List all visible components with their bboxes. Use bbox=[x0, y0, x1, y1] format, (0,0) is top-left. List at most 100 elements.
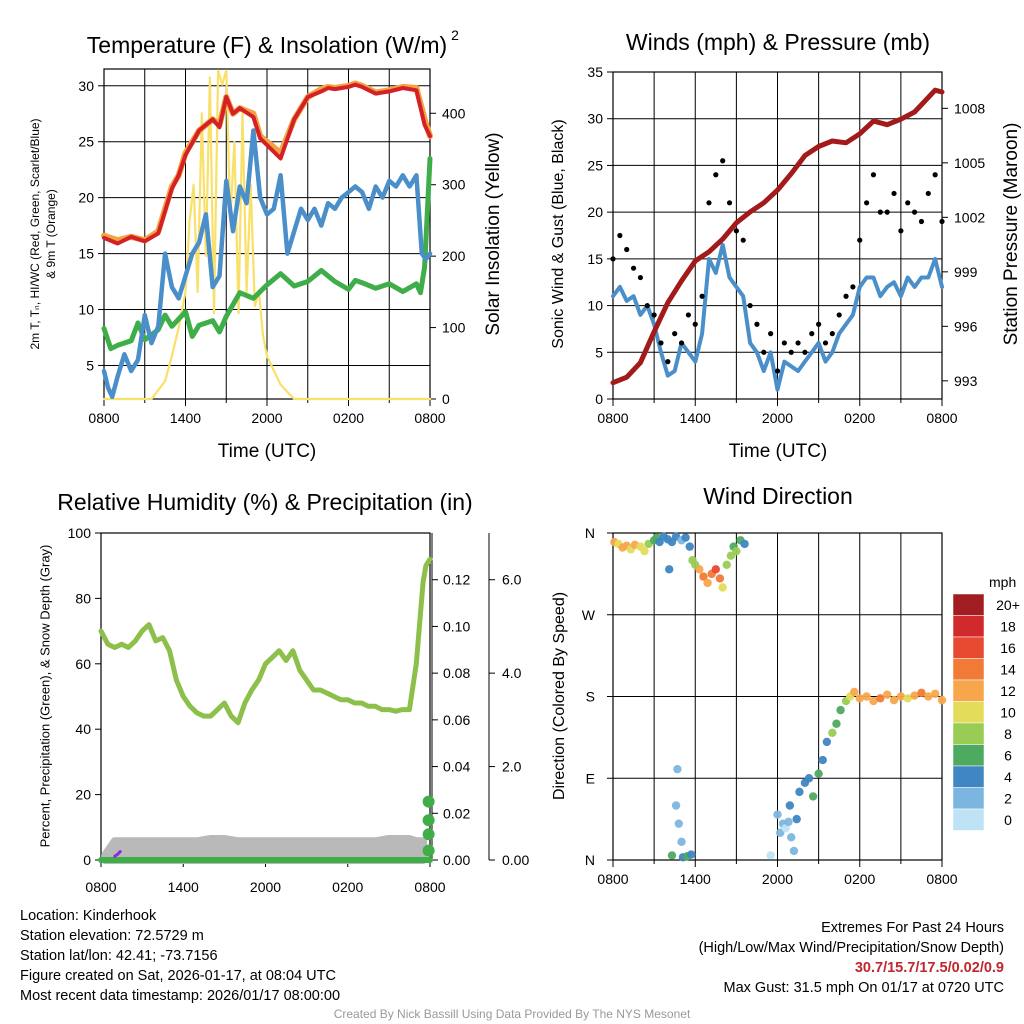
wind-chart-gust-point bbox=[925, 190, 931, 197]
temp-chart-title: Temperature (F) & Insolation (W/m) bbox=[87, 32, 447, 58]
direction-chart-legend-label: 18 bbox=[1000, 619, 1016, 635]
wind-chart-x-tick-label: 2000 bbox=[762, 410, 793, 426]
humidity-chart-y-tick-label: 100 bbox=[68, 525, 92, 541]
wind-chart-y-tick-label: 10 bbox=[587, 298, 603, 314]
temp-chart-y-tick-label: 5 bbox=[86, 357, 94, 373]
wind-chart-gust-point bbox=[774, 368, 781, 374]
direction-chart-y-tick-label: N bbox=[585, 852, 595, 868]
humidity-chart-series-snow-depth bbox=[101, 835, 428, 864]
direction-chart-direction-point bbox=[903, 694, 912, 703]
temp-chart-x-axis-label: Time (UTC) bbox=[218, 441, 317, 462]
wind-chart-gust-point bbox=[658, 340, 664, 346]
direction-chart-direction-point bbox=[671, 801, 681, 810]
extremes-title: Extremes For Past 24 Hours bbox=[821, 920, 1004, 936]
wind-chart-right-y-tick-label: 996 bbox=[954, 318, 978, 334]
temp-chart-series-wind-chill bbox=[101, 128, 433, 400]
direction-chart-legend-label: 0 bbox=[1004, 812, 1012, 828]
wind-chart-gust-point bbox=[678, 340, 685, 346]
temp-chart-x-tick-label: 2000 bbox=[251, 410, 282, 426]
direction-chart-legend-label: 10 bbox=[1000, 705, 1016, 721]
direction-chart-direction-point bbox=[808, 792, 818, 801]
temp-chart-series-solar-insolation bbox=[102, 69, 432, 401]
direction-chart-direction-point bbox=[715, 574, 725, 583]
wind-chart-gust-point bbox=[939, 218, 945, 225]
direction-chart-direction-point bbox=[789, 846, 799, 856]
credit-line: Created By Nick Bassill Using Data Provi… bbox=[333, 1007, 691, 1021]
temp-chart-y-tick-label: 20 bbox=[78, 190, 94, 206]
humidity-chart-x-tick-label: 0800 bbox=[85, 879, 116, 895]
figure-created: Figure created on Sat, 2026-01-17, at 08… bbox=[20, 968, 336, 984]
direction-chart-direction-point bbox=[732, 546, 741, 556]
direction-chart-direction-point bbox=[869, 696, 878, 706]
wind-chart-gust-point bbox=[905, 200, 911, 206]
direction-chart-direction-point bbox=[681, 533, 690, 542]
wind-chart-gust-point bbox=[870, 172, 877, 178]
direction-chart-direction-point bbox=[640, 546, 649, 556]
wind-chart-gust-point bbox=[740, 237, 746, 243]
station-info: Location: Kinderhook Station elevation: … bbox=[20, 906, 340, 1006]
direction-chart-legend-swatch bbox=[952, 787, 985, 810]
direction-chart-direction-point bbox=[917, 688, 926, 698]
direction-chart-direction-point bbox=[665, 565, 674, 574]
wind-chart-gust-point bbox=[672, 331, 678, 337]
wind-chart-gust-point bbox=[665, 359, 671, 365]
temp-chart-right-y-tick-label: 300 bbox=[442, 177, 466, 193]
station-latlon: Station lat/lon: 42.41; -73.7156 bbox=[20, 948, 218, 964]
direction-chart-direction-point bbox=[896, 692, 906, 701]
extremes-panel: Extremes For Past 24 Hours (High/Low/Max… bbox=[699, 918, 1004, 998]
humidity-chart-y-axis-label: Percent, Precipitation (Green), & Snow D… bbox=[37, 545, 52, 848]
extremes-values: 30.7/15.7/17.5/0.02/0.9 bbox=[854, 960, 1004, 976]
humidity-chart-precip-tick-label: 0.00 bbox=[443, 852, 470, 868]
wind-chart-gust-point bbox=[624, 246, 630, 253]
wind-chart-gust-point bbox=[768, 331, 774, 337]
wind-chart-y-tick-label: 25 bbox=[587, 157, 603, 173]
temp-chart-y-tick-label: 30 bbox=[78, 78, 94, 94]
humidity-chart-precip-tick-label: 0.06 bbox=[443, 712, 470, 728]
direction-chart-direction-point bbox=[889, 695, 899, 705]
wind-chart-right-y-tick-label: 993 bbox=[954, 373, 978, 389]
wind-chart-x-tick-label: 1400 bbox=[680, 410, 711, 426]
humidity-chart-precip-point bbox=[422, 828, 435, 841]
direction-chart-direction-point bbox=[910, 691, 919, 700]
direction-chart-direction-point bbox=[686, 850, 696, 859]
direction-chart-y-tick-label: N bbox=[585, 525, 595, 541]
wind-chart-gust-point bbox=[617, 232, 623, 239]
humidity-chart-frame bbox=[100, 532, 431, 861]
direction-chart-legend-swatch bbox=[952, 615, 985, 638]
humidity-chart-y-tick-label: 20 bbox=[75, 787, 91, 803]
humidity-chart-x-tick-label: 1400 bbox=[168, 879, 199, 895]
temp-chart-y-tick-label: 10 bbox=[78, 302, 94, 318]
wind-chart-y-tick-label: 20 bbox=[587, 204, 603, 220]
direction-chart-legend-label: 6 bbox=[1004, 748, 1012, 764]
direction-chart-direction-point bbox=[677, 837, 686, 847]
temp-chart-right-axis-label: Solar Insolation (Yellow) bbox=[483, 132, 504, 335]
wind-chart-gust-point bbox=[713, 172, 719, 178]
recent-data-timestamp: Most recent data timestamp: 2026/01/17 0… bbox=[20, 988, 341, 1004]
wind-chart-right-y-tick-label: 1008 bbox=[954, 100, 985, 116]
direction-chart-direction-point bbox=[740, 539, 749, 549]
direction-chart-direction-point bbox=[836, 705, 845, 715]
direction-chart-direction-point bbox=[711, 565, 721, 574]
humidity-chart-y-tick-label: 0 bbox=[83, 852, 91, 868]
direction-chart-legend-label: 14 bbox=[1000, 662, 1016, 678]
direction-chart-direction-point bbox=[667, 851, 677, 860]
direction-chart-direction-point bbox=[855, 694, 864, 703]
direction-chart-direction-point bbox=[784, 817, 793, 827]
wind-chart-gust-point bbox=[747, 302, 753, 309]
direction-chart-legend-title: mph bbox=[989, 574, 1016, 590]
wind-chart-y-tick-label: 30 bbox=[587, 111, 603, 127]
humidity-chart-snow-tick-label: 2.0 bbox=[502, 759, 522, 775]
wind-chart-gust-point bbox=[884, 209, 890, 215]
wind-chart-gust-point bbox=[788, 349, 794, 355]
wind-chart-gust-point bbox=[726, 200, 733, 206]
direction-chart-direction-point bbox=[703, 578, 712, 588]
direction-chart-direction-point bbox=[930, 689, 940, 698]
temp-chart-x-tick-label: 0200 bbox=[333, 410, 364, 426]
direction-chart-legend-swatch bbox=[952, 679, 985, 702]
direction-chart-direction-point bbox=[850, 687, 859, 697]
humidity-chart-title: Relative Humidity (%) & Precipitation (i… bbox=[57, 489, 472, 515]
wind-chart-gust-point bbox=[864, 200, 870, 206]
wind-chart-right-y-tick-label: 999 bbox=[954, 264, 978, 280]
wind-chart-x-tick-label: 0800 bbox=[926, 410, 957, 426]
